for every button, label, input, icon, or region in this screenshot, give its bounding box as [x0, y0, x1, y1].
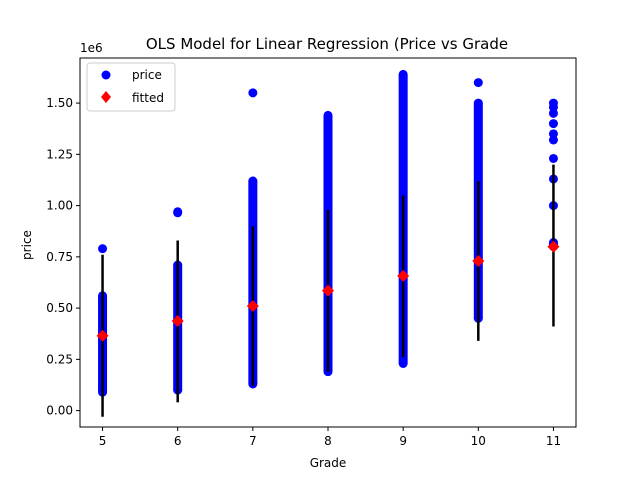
x-tick-label: 5: [99, 434, 107, 448]
y-tick-label: 1.50: [46, 96, 73, 110]
price-point: [323, 110, 333, 120]
fitted-point: [96, 329, 109, 342]
price-point: [398, 358, 408, 368]
legend-price-marker: [101, 70, 111, 80]
legend-fitted-label: fitted: [132, 91, 164, 105]
y-axis-label: price: [20, 230, 34, 260]
legend-price-label: price: [132, 68, 162, 82]
y-tick-label: 1.00: [46, 199, 73, 213]
legend-fitted-marker: [101, 91, 111, 103]
x-tick-label: 9: [399, 434, 407, 448]
y-tick-label: 0.25: [46, 352, 73, 366]
x-tick-label: 8: [324, 434, 332, 448]
fitted-point: [322, 284, 334, 297]
price-point: [98, 244, 108, 254]
fitted-point: [397, 269, 410, 282]
legend: price fitted: [86, 62, 176, 112]
price-point: [473, 98, 483, 108]
y-tick-label: 0.75: [46, 250, 73, 264]
price-point: [173, 208, 183, 218]
chart-title: OLS Model for Linear Regression (Price v…: [146, 35, 508, 53]
fitted-point: [171, 315, 184, 328]
price-point: [248, 176, 258, 186]
price-point: [548, 135, 558, 145]
price-point: [548, 129, 558, 139]
price-point: [548, 153, 558, 163]
x-axis-label: Grade: [310, 456, 347, 470]
fitted-point: [246, 300, 259, 313]
x-tick-label: 11: [546, 434, 561, 448]
price-point: [548, 119, 558, 129]
y-tick-label: 0.50: [46, 301, 73, 315]
x-tick-label: 6: [174, 434, 182, 448]
price-point: [548, 108, 558, 118]
price-point: [248, 88, 258, 98]
y-tick-label: 0.00: [46, 404, 73, 418]
y-tick-label: 1.25: [46, 147, 73, 161]
fitted-point: [472, 254, 485, 267]
y-multiplier-label: 1e6: [80, 41, 103, 55]
price-point: [548, 98, 558, 108]
x-tick-label: 7: [249, 434, 257, 448]
price-point: [398, 69, 408, 79]
price-point: [473, 78, 483, 88]
plot-area: 5 6 7 8 9 10 11 0.00 0.25 0.50 0.75 1.00 1.25 1.50: [46, 57, 577, 448]
fitted-point: [547, 240, 560, 253]
x-tick-label: 10: [471, 434, 486, 448]
